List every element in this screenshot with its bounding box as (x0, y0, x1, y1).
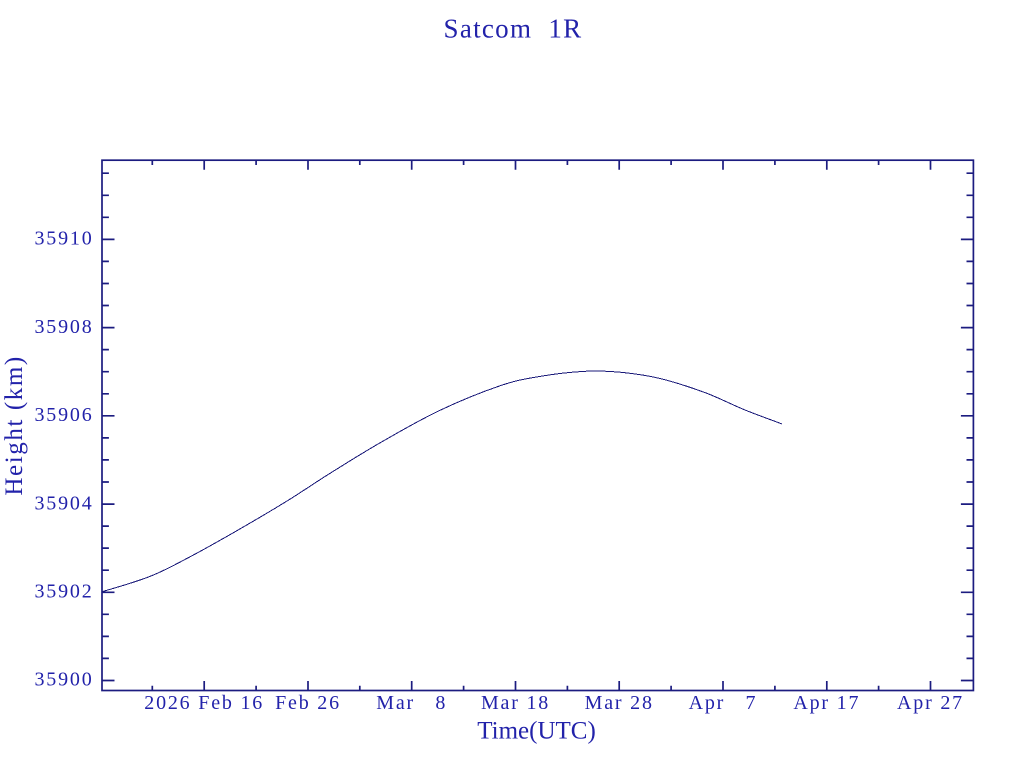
svg-text:35900: 35900 (35, 669, 94, 691)
svg-text:Apr 17: Apr 17 (793, 692, 860, 714)
svg-text:Height (km): Height (km) (1, 355, 28, 496)
svg-text:Mar 8: Mar 8 (376, 692, 447, 714)
svg-text:35910: 35910 (35, 228, 94, 250)
svg-text:Apr 7: Apr 7 (689, 692, 758, 714)
svg-text:35908: 35908 (35, 316, 94, 338)
svg-text:2026 Feb 16: 2026 Feb 16 (144, 692, 264, 714)
svg-text:35904: 35904 (35, 492, 94, 514)
svg-text:35906: 35906 (35, 404, 94, 426)
svg-text:Feb 26: Feb 26 (275, 692, 341, 714)
svg-text:Mar 28: Mar 28 (585, 692, 654, 714)
svg-text:Apr 27: Apr 27 (897, 692, 964, 714)
svg-text:Time(UTC): Time(UTC) (477, 717, 596, 744)
svg-text:Mar 18: Mar 18 (481, 692, 550, 714)
svg-text:35902: 35902 (35, 581, 94, 603)
svg-text:Satcom 1R: Satcom 1R (444, 13, 583, 43)
